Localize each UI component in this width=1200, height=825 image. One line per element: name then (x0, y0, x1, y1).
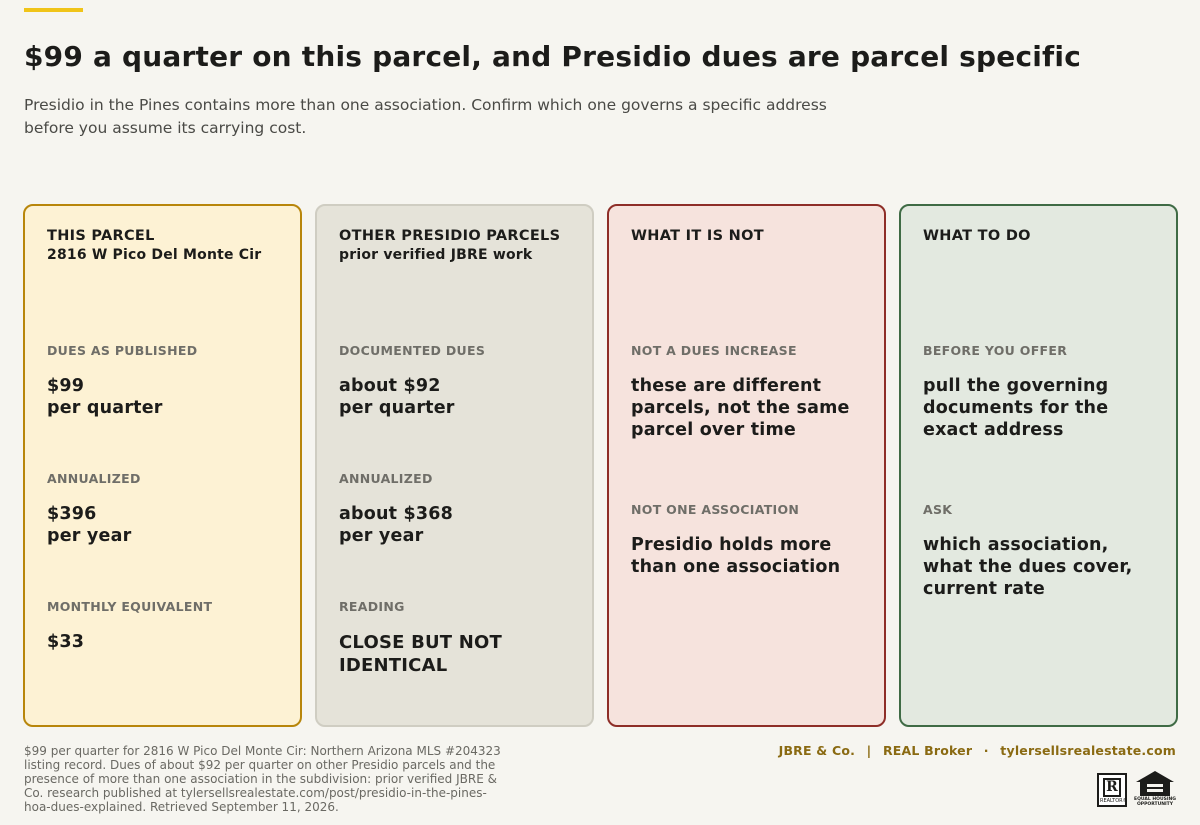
card-row: THIS PARCEL 2816 W Pico Del Monte Cir DU… (23, 204, 1178, 727)
block-label: ANNUALIZED (47, 471, 141, 486)
realtor-logo-letter: R (1103, 778, 1121, 797)
value-line: what the dues cover, (923, 557, 1133, 577)
value-line: these are different (631, 376, 822, 396)
card-other-parcels: OTHER PRESIDIO PARCELS prior verified JB… (315, 204, 594, 727)
block-value: $99 per quarter (47, 375, 282, 419)
card-subheading: prior verified JBRE work (339, 247, 533, 263)
card-heading: OTHER PRESIDIO PARCELS (339, 228, 561, 244)
block-value: about $92 per quarter (339, 375, 574, 419)
equal-housing-text: EQUAL HOUSING OPPORTUNITY (1134, 797, 1176, 807)
block-label: NOT A DUES INCREASE (631, 343, 797, 358)
value-line: which association, (923, 535, 1109, 555)
value-line: than one association (631, 557, 841, 577)
value-line: per quarter (339, 398, 455, 418)
card-this-parcel: THIS PARCEL 2816 W Pico Del Monte Cir DU… (23, 204, 302, 727)
value-line: per quarter (47, 398, 163, 418)
block-label: ANNUALIZED (339, 471, 433, 486)
brand-broker: REAL Broker (882, 743, 973, 758)
equal-housing-icon: EQUAL HOUSING OPPORTUNITY (1134, 770, 1176, 810)
value-line: per year (339, 526, 424, 546)
value-line: CLOSE BUT NOT (339, 632, 502, 653)
equal-housing-house-icon (1136, 771, 1174, 796)
block-value: pull the governing documents for the exa… (923, 375, 1158, 441)
block-label: DOCUMENTED DUES (339, 343, 486, 358)
block-value: Presidio holds more than one association (631, 534, 866, 578)
card-block: ANNUALIZED $396 per year (47, 471, 282, 547)
value-line: about $368 (339, 504, 453, 524)
realtor-logo-icon: R REALTOR® (1097, 773, 1128, 807)
block-value: $396 per year (47, 503, 282, 547)
brand-site: tylersellsrealestate.com (1000, 743, 1176, 758)
value-line: $396 (47, 504, 97, 524)
value-line: exact address (923, 420, 1064, 440)
page-subtitle: Presidio in the Pines contains more than… (24, 96, 827, 137)
block-label: DUES AS PUBLISHED (47, 343, 198, 358)
block-label: BEFORE YOU OFFER (923, 343, 1068, 358)
value-line: about $92 (339, 376, 441, 396)
accent-bar (24, 8, 83, 12)
value-line: Presidio holds more (631, 535, 832, 555)
value-line: $99 (47, 376, 85, 396)
value-line: current rate (923, 579, 1045, 599)
card-heading: WHAT TO DO (923, 228, 1031, 244)
card-block: ASK which association, what the dues cov… (923, 502, 1158, 600)
brand-company: JBRE & Co. (778, 743, 856, 758)
card-what-it-is-not: WHAT IT IS NOT NOT A DUES INCREASE these… (607, 204, 886, 727)
block-label: NOT ONE ASSOCIATION (631, 502, 800, 517)
page-title: $99 a quarter on this parcel, and Presid… (24, 40, 1082, 73)
block-value: these are different parcels, not the sam… (631, 375, 866, 441)
value-line: per year (47, 526, 132, 546)
block-value: CLOSE BUT NOT IDENTICAL (339, 631, 574, 677)
card-block: MONTHLY EQUIVALENT $33 (47, 599, 282, 653)
block-value: $33 (47, 631, 282, 653)
realtor-logo-text: REALTOR® (1100, 798, 1128, 804)
block-label: READING (339, 599, 405, 614)
block-value: about $368 per year (339, 503, 574, 547)
brand-line: JBRE & Co. | REAL Broker · tylersellsrea… (779, 743, 1176, 758)
value-line: documents for the (923, 398, 1109, 418)
card-heading: WHAT IT IS NOT (631, 228, 764, 244)
value-line: IDENTICAL (339, 655, 448, 676)
card-block: BEFORE YOU OFFER pull the governing docu… (923, 343, 1158, 441)
card-block: NOT A DUES INCREASE these are different … (631, 343, 866, 441)
card-block: NOT ONE ASSOCIATION Presidio holds more … (631, 502, 866, 578)
block-label: MONTHLY EQUIVALENT (47, 599, 213, 614)
card-what-to-do: WHAT TO DO BEFORE YOU OFFER pull the gov… (899, 204, 1178, 727)
block-value: which association, what the dues cover, … (923, 534, 1158, 600)
value-line: parcels, not the same (631, 398, 850, 418)
card-block: READING CLOSE BUT NOT IDENTICAL (339, 599, 574, 677)
card-block: DUES AS PUBLISHED $99 per quarter (47, 343, 282, 419)
block-label: ASK (923, 502, 953, 517)
source-note: $99 per quarter for 2816 W Pico Del Mont… (24, 744, 501, 814)
card-block: DOCUMENTED DUES about $92 per quarter (339, 343, 574, 419)
value-line: pull the governing (923, 376, 1109, 396)
card-heading: THIS PARCEL (47, 228, 155, 244)
card-subheading: 2816 W Pico Del Monte Cir (47, 247, 262, 263)
brand-separator: | (866, 743, 872, 758)
brand-separator: · (983, 743, 989, 758)
value-line: $33 (47, 632, 85, 652)
card-block: ANNUALIZED about $368 per year (339, 471, 574, 547)
value-line: parcel over time (631, 420, 796, 440)
